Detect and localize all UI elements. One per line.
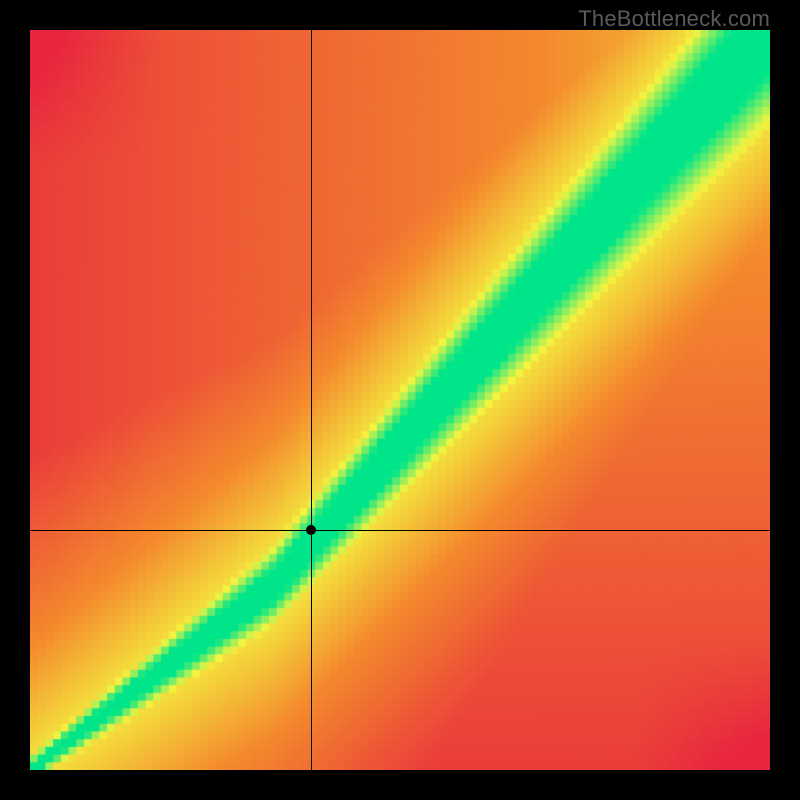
bottleneck-heatmap <box>30 30 770 770</box>
crosshair-horizontal <box>30 530 770 531</box>
heatmap-canvas <box>30 30 770 770</box>
crosshair-vertical <box>311 30 312 770</box>
watermark: TheBottleneck.com <box>578 6 770 32</box>
marker-dot <box>306 525 316 535</box>
